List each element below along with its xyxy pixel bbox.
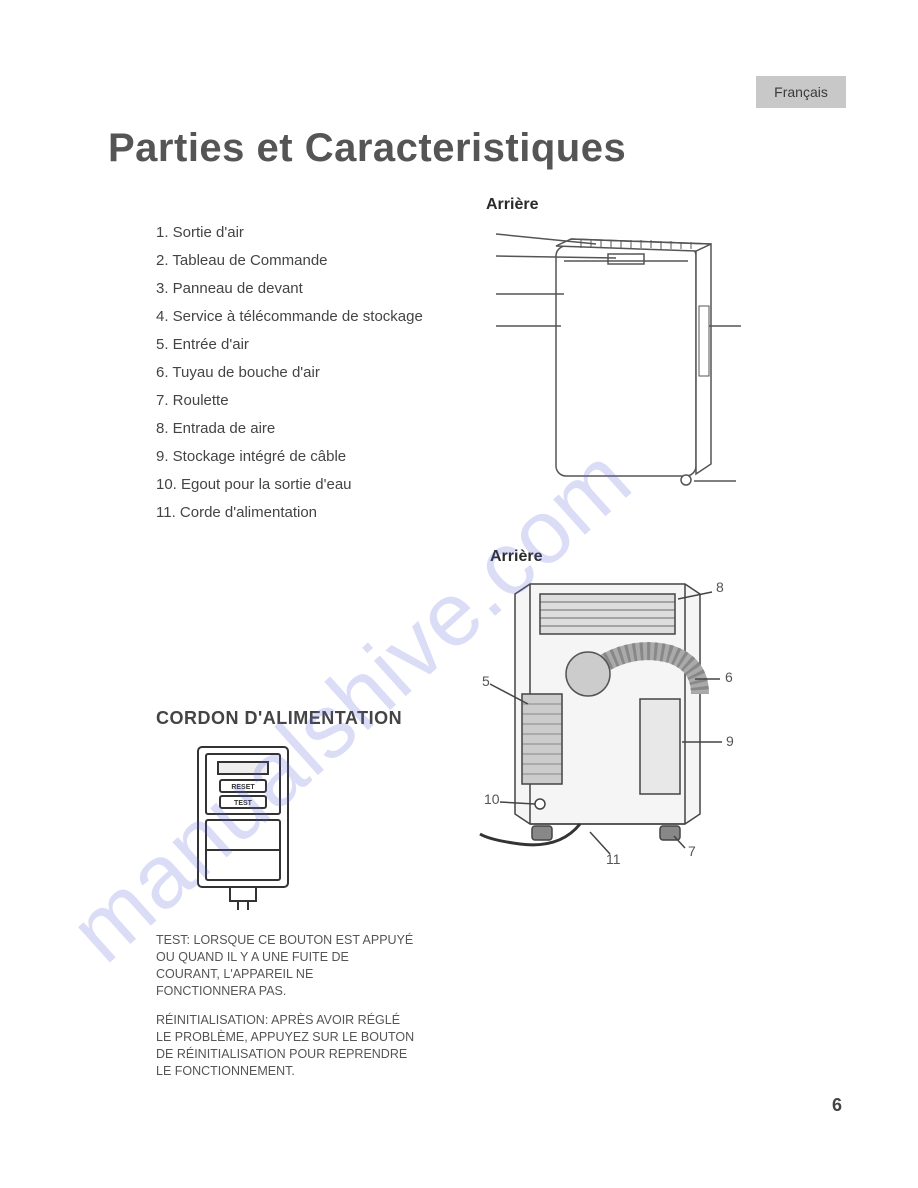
front-diagram-label: Arrière: [486, 196, 538, 214]
list-item: 4. Service à télécommande de stockage: [156, 308, 423, 325]
cord-heading: CORDON D'ALIMENTATION: [156, 708, 402, 729]
list-item: 6. Tuyau de bouche d'air: [156, 364, 423, 381]
callout-10: 10: [484, 791, 500, 807]
list-item: 8. Entrada de aire: [156, 420, 423, 437]
callout-6: 6: [725, 669, 733, 685]
list-item: 9. Stockage intégré de câble: [156, 448, 423, 465]
list-item: 10. Egout pour la sortie d'eau: [156, 476, 423, 493]
plug-test-label: TEST: [234, 800, 253, 807]
language-tab: Français: [756, 76, 846, 108]
plug-diagram: RESET TEST: [188, 742, 298, 912]
list-item: 1. Sortie d'air: [156, 224, 423, 241]
list-item: 11. Corde d'alimentation: [156, 504, 423, 521]
parts-list: 1. Sortie d'air 2. Tableau de Commande 3…: [156, 224, 423, 532]
callout-5: 5: [482, 673, 490, 689]
list-item: 7. Roulette: [156, 392, 423, 409]
callout-9: 9: [726, 733, 734, 749]
callout-8: 8: [716, 579, 724, 595]
rear-unit-diagram: 5 6 7 8 9 10 11: [460, 564, 750, 864]
list-item: 3. Panneau de devant: [156, 280, 423, 297]
list-item: 2. Tableau de Commande: [156, 252, 423, 269]
plug-reset-label: RESET: [231, 784, 255, 791]
test-paragraph: TEST: LORSQUE CE BOUTON EST APPUYÉ OU QU…: [156, 932, 416, 1000]
front-unit-diagram: [486, 216, 746, 496]
page-title: Parties et Caracteristiques: [108, 126, 626, 171]
reset-paragraph: RÉINITIALISATION: APRÈS AVOIR RÉGLÉ LE P…: [156, 1012, 416, 1080]
page-number: 6: [832, 1095, 842, 1116]
callout-7: 7: [688, 843, 696, 859]
list-item: 5. Entrée d'air: [156, 336, 423, 353]
callout-11: 11: [606, 851, 621, 864]
